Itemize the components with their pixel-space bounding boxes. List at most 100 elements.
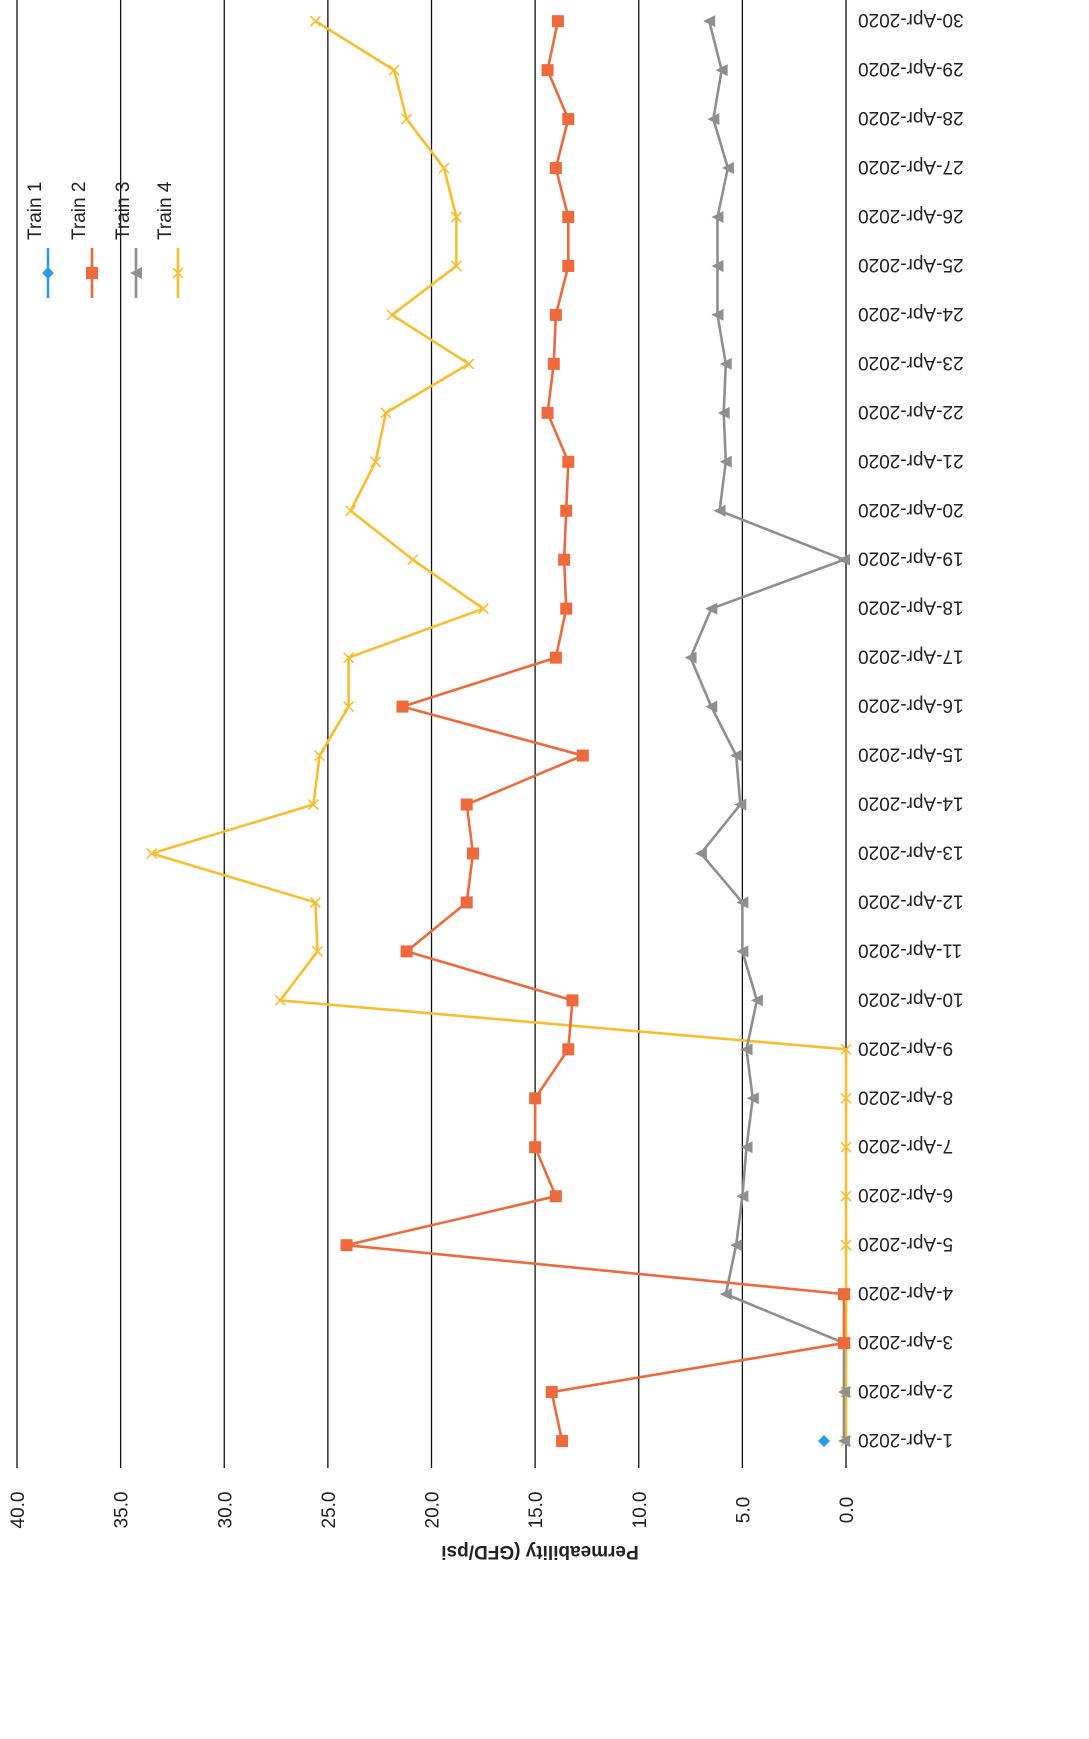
x-tick-label: 5-Apr-2020 (858, 1233, 953, 1254)
data-point (562, 1043, 575, 1056)
data-point (463, 358, 475, 370)
x-tick-label: 18-Apr-2020 (858, 597, 964, 618)
data-point (450, 260, 462, 272)
series-train-1 (818, 1435, 830, 1447)
data-point (558, 553, 571, 566)
x-tick-label: 4-Apr-2020 (858, 1282, 953, 1303)
data-point (713, 504, 726, 517)
x-tick-label: 12-Apr-2020 (858, 890, 964, 911)
x-tick-label: 19-Apr-2020 (858, 548, 964, 569)
data-point (562, 211, 575, 223)
data-point (705, 602, 718, 615)
data-point (736, 945, 749, 958)
data-point (740, 1043, 753, 1056)
data-point (560, 602, 573, 615)
x-tick-label: 14-Apr-2020 (858, 793, 964, 814)
data-point (314, 749, 326, 762)
data-point (460, 798, 473, 811)
data-point (721, 162, 734, 175)
data-point (400, 945, 413, 958)
x-tick-label: 24-Apr-2020 (858, 303, 964, 324)
data-point (736, 1190, 749, 1203)
x-tick-label: 20-Apr-2020 (858, 499, 964, 520)
data-point (837, 1386, 850, 1399)
data-point (460, 896, 473, 909)
data-point (130, 267, 142, 279)
legend-item: Train 4 (155, 181, 184, 298)
data-point (734, 798, 747, 811)
data-point (556, 1435, 569, 1447)
data-point (818, 1435, 830, 1447)
x-tick-label: 26-Apr-2020 (858, 205, 964, 226)
data-point (703, 15, 716, 28)
data-point (746, 1092, 759, 1105)
x-tick-label: 28-Apr-2020 (858, 107, 964, 128)
series-train-3 (684, 15, 850, 1447)
data-point (719, 455, 732, 468)
data-point (369, 456, 382, 468)
data-point (736, 896, 749, 909)
data-point (450, 211, 462, 223)
data-point (549, 651, 562, 664)
data-point (750, 994, 763, 1007)
series-line (345, 20, 846, 1442)
legend-item: Train 2 (69, 182, 98, 298)
x-tick-label: 23-Apr-2020 (858, 352, 964, 373)
data-point (307, 798, 319, 811)
data-point (438, 162, 450, 174)
data-point (840, 1141, 852, 1153)
y-tick-label: 40.0 (8, 1492, 29, 1529)
data-point (549, 162, 562, 175)
data-point (840, 1092, 852, 1104)
y-tick-label: 5.0 (733, 1497, 754, 1523)
x-tick-label: 2-Apr-2020 (858, 1380, 953, 1401)
chart-gridlines (16, 0, 847, 1468)
x-tick-label: 21-Apr-2020 (858, 450, 964, 471)
data-point (840, 1043, 852, 1055)
x-tick-label: 6-Apr-2020 (858, 1184, 953, 1205)
data-point (837, 1288, 850, 1301)
y-tick-label: 30.0 (215, 1492, 236, 1529)
data-point (541, 406, 554, 419)
y-axis-tick-labels: 0.0 5.0 10.0 15.0 20.0 25.0 30.0 35.0 40.0 (8, 1492, 858, 1529)
data-point (172, 267, 184, 279)
data-point (711, 259, 724, 272)
data-point (715, 64, 728, 77)
data-point (684, 651, 697, 664)
x-tick-label: 16-Apr-2020 (858, 695, 964, 716)
data-point (711, 308, 724, 321)
data-point (562, 455, 575, 468)
data-point (837, 553, 850, 566)
data-point (343, 701, 355, 713)
x-tick-label: 25-Apr-2020 (858, 254, 964, 275)
series-line (150, 20, 848, 1441)
y-tick-label: 15.0 (526, 1492, 547, 1529)
data-point (541, 64, 554, 77)
data-point (146, 847, 158, 860)
y-tick-label: 35.0 (112, 1492, 133, 1529)
legend-label: Train 2 (69, 182, 90, 240)
x-tick-label: 30-Apr-2020 (858, 9, 964, 30)
data-point (529, 1092, 542, 1105)
chart-legend: Train 1 Train 2 Train 3 Train 4 (25, 181, 184, 298)
data-point (274, 994, 286, 1006)
legend-label: Train 1 (25, 182, 46, 240)
x-tick-label: 29-Apr-2020 (858, 58, 964, 79)
x-tick-label: 22-Apr-2020 (858, 401, 964, 422)
data-point (386, 309, 398, 321)
data-point (694, 847, 707, 860)
data-point (740, 1141, 753, 1154)
data-point (42, 267, 54, 279)
x-tick-label: 15-Apr-2020 (858, 744, 964, 765)
data-point (466, 847, 479, 860)
data-point (705, 700, 718, 713)
data-point (719, 357, 732, 370)
data-point (562, 113, 575, 126)
data-point (309, 896, 322, 909)
chart-series (146, 15, 852, 1447)
data-point (549, 308, 562, 321)
data-point (345, 505, 357, 517)
data-point (566, 994, 579, 1007)
x-tick-label: 7-Apr-2020 (858, 1135, 953, 1156)
data-point (396, 700, 409, 713)
